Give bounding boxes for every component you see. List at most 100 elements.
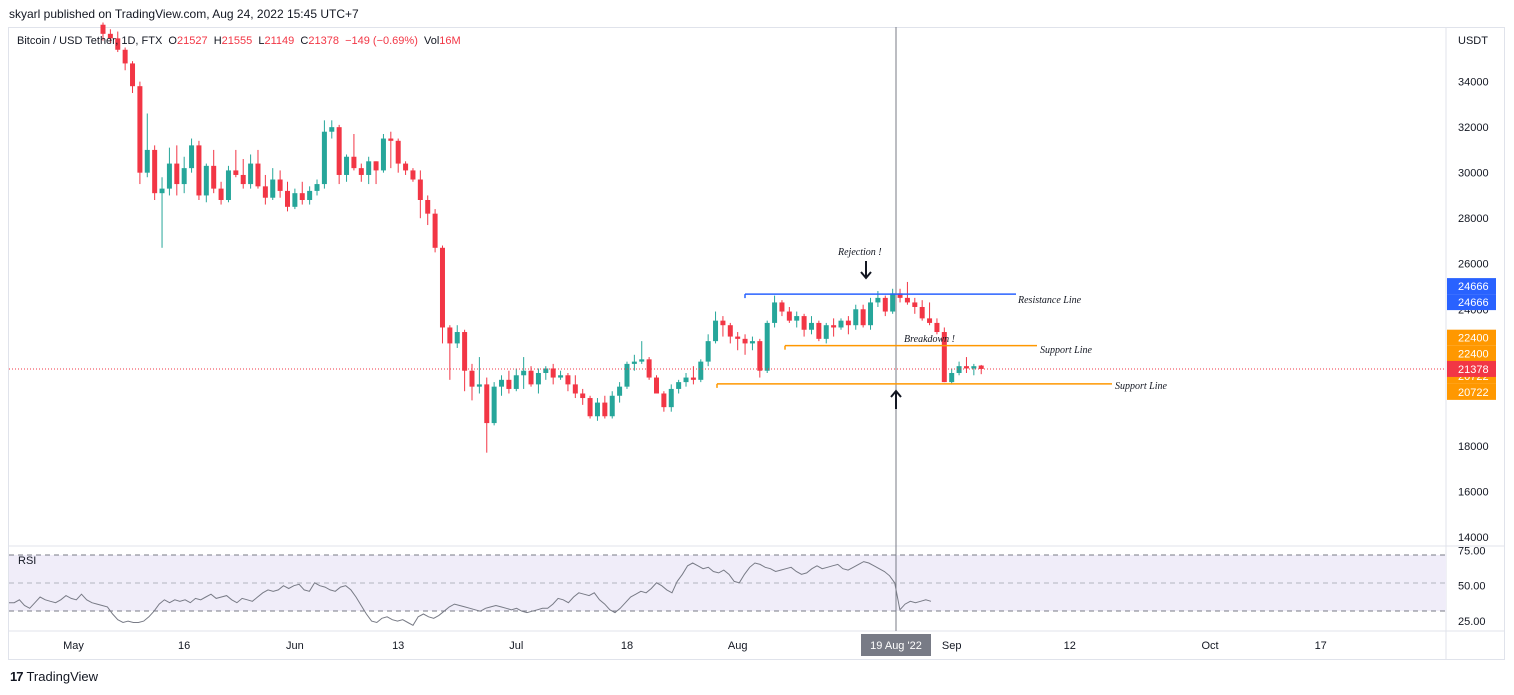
candle[interactable] [484, 377, 490, 453]
candle[interactable] [609, 391, 615, 419]
candle[interactable] [661, 391, 667, 412]
candle[interactable] [240, 159, 246, 189]
candle[interactable] [727, 322, 733, 344]
candle[interactable] [130, 61, 136, 94]
candle[interactable] [115, 31, 121, 53]
candle[interactable] [336, 124, 342, 185]
candle[interactable] [956, 361, 962, 376]
candle[interactable] [285, 181, 290, 212]
candle[interactable] [144, 113, 150, 178]
candle[interactable] [912, 297, 918, 314]
candle[interactable] [735, 332, 741, 351]
candle[interactable] [410, 168, 416, 182]
candle[interactable] [558, 370, 564, 380]
candle[interactable] [432, 209, 438, 253]
candle[interactable] [890, 288, 896, 314]
candle[interactable] [299, 181, 305, 205]
candle[interactable] [196, 140, 202, 200]
candle[interactable] [513, 368, 519, 392]
candle[interactable] [786, 306, 792, 323]
candle[interactable] [550, 363, 556, 385]
candle[interactable] [897, 288, 903, 303]
candle[interactable] [764, 320, 770, 373]
candle[interactable] [602, 395, 608, 419]
candle[interactable] [159, 177, 165, 248]
candle[interactable] [344, 154, 350, 182]
candle[interactable] [203, 163, 209, 203]
candle[interactable] [594, 398, 600, 421]
tradingview-logo[interactable]: 17 TradingView [10, 669, 98, 684]
candle[interactable] [447, 325, 453, 380]
candle[interactable] [963, 357, 969, 373]
candle[interactable] [462, 329, 468, 392]
candle[interactable] [403, 161, 409, 175]
symbol-legend[interactable]: Bitcoin / USD Tether, 1D, FTX O21527 H21… [17, 35, 461, 47]
candle[interactable] [934, 318, 940, 335]
candle[interactable] [174, 145, 180, 196]
candle[interactable] [373, 161, 379, 185]
candle[interactable] [705, 334, 711, 367]
candle[interactable] [292, 188, 298, 210]
candle[interactable] [816, 320, 822, 342]
candle[interactable] [868, 297, 874, 330]
candle[interactable] [351, 133, 357, 171]
candle[interactable] [277, 170, 283, 198]
candle[interactable] [152, 145, 158, 200]
candle[interactable] [499, 375, 505, 396]
candle[interactable] [491, 382, 497, 426]
candle[interactable] [904, 281, 910, 305]
candle[interactable] [388, 131, 394, 169]
candle[interactable] [469, 363, 475, 401]
candle[interactable] [853, 304, 859, 330]
candle[interactable] [366, 156, 372, 185]
candle[interactable] [742, 334, 748, 355]
candle[interactable] [646, 357, 652, 380]
candle[interactable] [314, 179, 320, 196]
candle[interactable] [211, 149, 217, 194]
candle[interactable] [838, 318, 844, 330]
candle[interactable] [779, 300, 785, 317]
candle[interactable] [676, 379, 682, 394]
candle[interactable] [255, 149, 261, 189]
candle[interactable] [417, 170, 423, 219]
candle[interactable] [808, 316, 814, 335]
candle[interactable] [772, 295, 778, 328]
candle[interactable] [100, 22, 106, 41]
candle[interactable] [720, 316, 726, 337]
candle[interactable] [535, 368, 541, 394]
candle[interactable] [978, 364, 984, 375]
candle[interactable] [668, 384, 674, 412]
candle[interactable] [624, 361, 630, 389]
candle[interactable] [137, 81, 143, 185]
candle[interactable] [572, 375, 578, 399]
candle[interactable] [580, 388, 586, 405]
candle[interactable] [565, 373, 571, 392]
candle[interactable] [107, 29, 113, 43]
candle[interactable] [358, 163, 364, 182]
candle[interactable] [122, 47, 128, 71]
candle[interactable] [543, 366, 549, 380]
candle[interactable] [698, 359, 704, 383]
candle[interactable] [617, 382, 623, 403]
candle[interactable] [425, 195, 431, 226]
candle[interactable] [823, 322, 829, 344]
candle[interactable] [395, 138, 401, 173]
candle[interactable] [801, 313, 807, 337]
candle[interactable] [476, 357, 482, 394]
candle[interactable] [927, 302, 933, 326]
candle[interactable] [307, 186, 313, 205]
candle[interactable] [166, 147, 172, 196]
candle[interactable] [882, 295, 888, 317]
candle[interactable] [587, 395, 593, 419]
candle[interactable] [321, 120, 327, 189]
candle[interactable] [639, 341, 645, 364]
candle[interactable] [248, 154, 254, 189]
candle[interactable] [757, 338, 763, 378]
candle[interactable] [329, 120, 335, 139]
candle[interactable] [189, 138, 195, 173]
candle[interactable] [225, 165, 231, 203]
candle[interactable] [941, 327, 947, 383]
candle[interactable] [528, 366, 534, 387]
candle[interactable] [860, 304, 866, 328]
